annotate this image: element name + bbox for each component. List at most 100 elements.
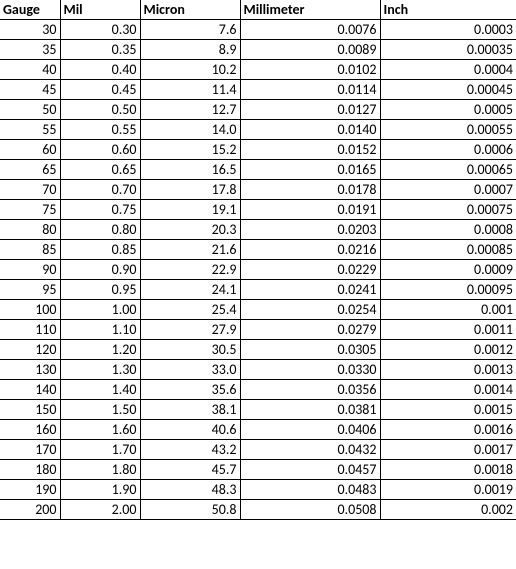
cell: 1.50 bbox=[60, 400, 140, 420]
cell: 55 bbox=[0, 120, 60, 140]
cell: 22.9 bbox=[140, 260, 240, 280]
table-row: 850.8521.60.02160.00085 bbox=[0, 240, 516, 260]
cell: 0.75 bbox=[60, 200, 140, 220]
cell: 0.0114 bbox=[240, 80, 380, 100]
cell: 15.2 bbox=[140, 140, 240, 160]
header-micron: Micron bbox=[140, 0, 240, 20]
table-row: 1901.9048.30.04830.0019 bbox=[0, 480, 516, 500]
cell: 190 bbox=[0, 480, 60, 500]
cell: 30.5 bbox=[140, 340, 240, 360]
cell: 0.80 bbox=[60, 220, 140, 240]
cell: 0.0406 bbox=[240, 420, 380, 440]
cell: 0.0102 bbox=[240, 60, 380, 80]
cell: 120 bbox=[0, 340, 60, 360]
cell: 0.30 bbox=[60, 20, 140, 40]
cell: 0.0305 bbox=[240, 340, 380, 360]
cell: 0.0005 bbox=[380, 100, 516, 120]
header-row: Gauge Mil Micron Millimeter Inch bbox=[0, 0, 516, 20]
cell: 0.0165 bbox=[240, 160, 380, 180]
cell: 45 bbox=[0, 80, 60, 100]
cell: 0.0076 bbox=[240, 20, 380, 40]
cell: 100 bbox=[0, 300, 60, 320]
cell: 0.70 bbox=[60, 180, 140, 200]
table-row: 800.8020.30.02030.0008 bbox=[0, 220, 516, 240]
table-row: 1101.1027.90.02790.0011 bbox=[0, 320, 516, 340]
cell: 14.0 bbox=[140, 120, 240, 140]
cell: 33.0 bbox=[140, 360, 240, 380]
cell: 1.40 bbox=[60, 380, 140, 400]
cell: 35 bbox=[0, 40, 60, 60]
cell: 19.1 bbox=[140, 200, 240, 220]
table-row: 1501.5038.10.03810.0015 bbox=[0, 400, 516, 420]
cell: 1.10 bbox=[60, 320, 140, 340]
cell: 0.60 bbox=[60, 140, 140, 160]
cell: 0.0016 bbox=[380, 420, 516, 440]
cell: 0.0017 bbox=[380, 440, 516, 460]
cell: 0.95 bbox=[60, 280, 140, 300]
cell: 30 bbox=[0, 20, 60, 40]
cell: 0.0012 bbox=[380, 340, 516, 360]
cell: 0.0018 bbox=[380, 460, 516, 480]
table-row: 1701.7043.20.04320.0017 bbox=[0, 440, 516, 460]
cell: 0.40 bbox=[60, 60, 140, 80]
cell: 0.0432 bbox=[240, 440, 380, 460]
cell: 12.7 bbox=[140, 100, 240, 120]
cell: 0.0013 bbox=[380, 360, 516, 380]
cell: 200 bbox=[0, 500, 60, 520]
conversion-table: Gauge Mil Micron Millimeter Inch 300.307… bbox=[0, 0, 516, 520]
cell: 95 bbox=[0, 280, 60, 300]
table-row: 500.5012.70.01270.0005 bbox=[0, 100, 516, 120]
cell: 50.8 bbox=[140, 500, 240, 520]
cell: 0.0015 bbox=[380, 400, 516, 420]
cell: 0.00065 bbox=[380, 160, 516, 180]
table-row: 400.4010.20.01020.0004 bbox=[0, 60, 516, 80]
cell: 0.0008 bbox=[380, 220, 516, 240]
cell: 0.0178 bbox=[240, 180, 380, 200]
table-row: 750.7519.10.01910.00075 bbox=[0, 200, 516, 220]
cell: 7.6 bbox=[140, 20, 240, 40]
cell: 0.0279 bbox=[240, 320, 380, 340]
cell: 0.00045 bbox=[380, 80, 516, 100]
cell: 0.0006 bbox=[380, 140, 516, 160]
cell: 0.0152 bbox=[240, 140, 380, 160]
cell: 0.0483 bbox=[240, 480, 380, 500]
cell: 150 bbox=[0, 400, 60, 420]
table-row: 450.4511.40.01140.00045 bbox=[0, 80, 516, 100]
table-row: 1201.2030.50.03050.0012 bbox=[0, 340, 516, 360]
cell: 1.00 bbox=[60, 300, 140, 320]
cell: 0.0019 bbox=[380, 480, 516, 500]
table-row: 1001.0025.40.02540.001 bbox=[0, 300, 516, 320]
cell: 1.90 bbox=[60, 480, 140, 500]
cell: 0.00055 bbox=[380, 120, 516, 140]
cell: 60 bbox=[0, 140, 60, 160]
cell: 0.0014 bbox=[380, 380, 516, 400]
cell: 38.1 bbox=[140, 400, 240, 420]
cell: 75 bbox=[0, 200, 60, 220]
cell: 40 bbox=[0, 60, 60, 80]
cell: 70 bbox=[0, 180, 60, 200]
cell: 1.80 bbox=[60, 460, 140, 480]
cell: 0.00095 bbox=[380, 280, 516, 300]
cell: 0.45 bbox=[60, 80, 140, 100]
cell: 0.0216 bbox=[240, 240, 380, 260]
cell: 0.0457 bbox=[240, 460, 380, 480]
cell: 0.0241 bbox=[240, 280, 380, 300]
table-body: 300.307.60.00760.0003350.358.90.00890.00… bbox=[0, 20, 516, 520]
cell: 8.9 bbox=[140, 40, 240, 60]
table-row: 1301.3033.00.03300.0013 bbox=[0, 360, 516, 380]
cell: 0.0007 bbox=[380, 180, 516, 200]
cell: 10.2 bbox=[140, 60, 240, 80]
cell: 0.0011 bbox=[380, 320, 516, 340]
cell: 130 bbox=[0, 360, 60, 380]
cell: 0.0356 bbox=[240, 380, 380, 400]
cell: 90 bbox=[0, 260, 60, 280]
cell: 110 bbox=[0, 320, 60, 340]
table-row: 1601.6040.60.04060.0016 bbox=[0, 420, 516, 440]
cell: 0.0003 bbox=[380, 20, 516, 40]
cell: 0.00085 bbox=[380, 240, 516, 260]
cell: 0.65 bbox=[60, 160, 140, 180]
table-row: 900.9022.90.02290.0009 bbox=[0, 260, 516, 280]
cell: 20.3 bbox=[140, 220, 240, 240]
cell: 0.0089 bbox=[240, 40, 380, 60]
table-row: 550.5514.00.01400.00055 bbox=[0, 120, 516, 140]
